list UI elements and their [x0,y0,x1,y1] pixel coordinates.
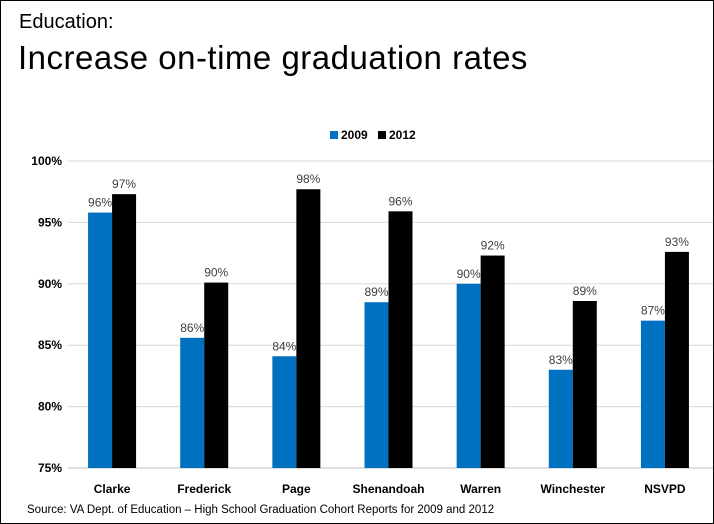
data-label: 96% [88,196,112,210]
y-tick-label: 100% [31,154,62,168]
bar-2012 [296,189,321,468]
legend-label: 2009 [341,128,368,142]
data-label: 86% [180,321,204,335]
data-label: 89% [364,285,388,299]
data-label: 83% [549,353,573,367]
data-label: 84% [272,339,296,353]
bar-2009 [548,369,573,468]
x-tick-label: Warren [460,482,501,496]
chart-legend: 2009 2012 [330,128,416,142]
data-label: 96% [388,194,412,208]
x-tick-label: Frederick [177,482,231,496]
bar-2009 [88,212,113,468]
bar-2012 [204,282,229,468]
data-label: 98% [296,172,320,186]
data-label: 90% [204,266,228,280]
bar-2009 [364,302,389,468]
x-tick-label: Page [282,482,311,496]
y-tick-label: 75% [38,461,62,475]
chart-bars: 96%97%86%90%84%98%89%96%90%92%83%89%87%9… [88,172,689,468]
bar-2012 [480,255,505,468]
bar-2009 [272,356,297,468]
x-tick-label: NSVPD [644,482,686,496]
bar-2012 [572,300,597,468]
data-label: 87% [641,304,665,318]
bar-chart: 2009 2012 75%80%85%90%95%100% 96%97%86%90… [31,128,713,496]
y-axis: 75% 80% 85% 90% 95% 100% [31,154,62,475]
y-tick-label: 90% [38,277,62,291]
data-label: 90% [457,267,481,281]
legend-swatch [330,131,338,139]
x-tick-label: Winchester [540,482,605,496]
data-label: 92% [481,239,505,253]
data-label: 89% [573,284,597,298]
y-tick-label: 95% [38,215,62,229]
slide-heading: Education: [19,11,114,33]
data-label: 93% [665,235,689,249]
source-note: Source: VA Dept. of Education – High Sch… [27,504,495,516]
legend-label: 2012 [389,128,416,142]
legend-swatch [378,131,386,139]
bar-2009 [640,320,665,468]
y-tick-label: 80% [38,400,62,414]
bar-2012 [664,251,689,468]
bar-2009 [180,337,205,468]
y-tick-label: 85% [38,338,62,352]
data-label: 97% [112,177,136,191]
bar-2012 [112,194,137,468]
slide-title: Increase on-time graduation rates [18,39,528,76]
x-tick-label: Clarke [94,482,131,496]
x-tick-label: Shenandoah [352,482,424,496]
bar-2009 [456,283,481,468]
x-axis: Clarke Frederick Page Shenandoah Warren Winch… [94,482,686,496]
bar-2012 [388,211,413,468]
